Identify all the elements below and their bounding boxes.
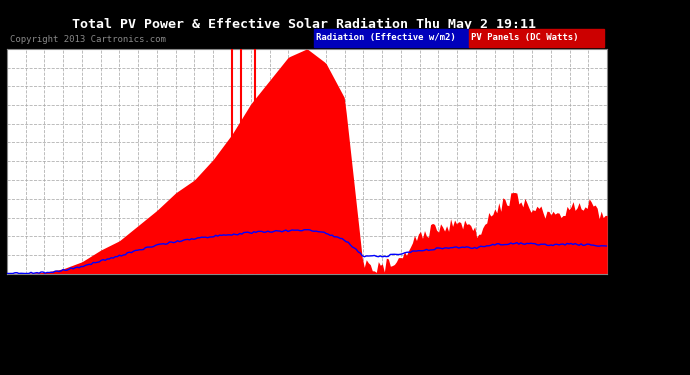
Text: Radiation (Effective w/m2): Radiation (Effective w/m2) xyxy=(316,33,456,42)
Text: Total PV Power & Effective Solar Radiation Thu May 2 19:11: Total PV Power & Effective Solar Radiati… xyxy=(72,18,535,31)
Text: Copyright 2013 Cartronics.com: Copyright 2013 Cartronics.com xyxy=(10,35,166,44)
Text: PV Panels (DC Watts): PV Panels (DC Watts) xyxy=(471,33,579,42)
